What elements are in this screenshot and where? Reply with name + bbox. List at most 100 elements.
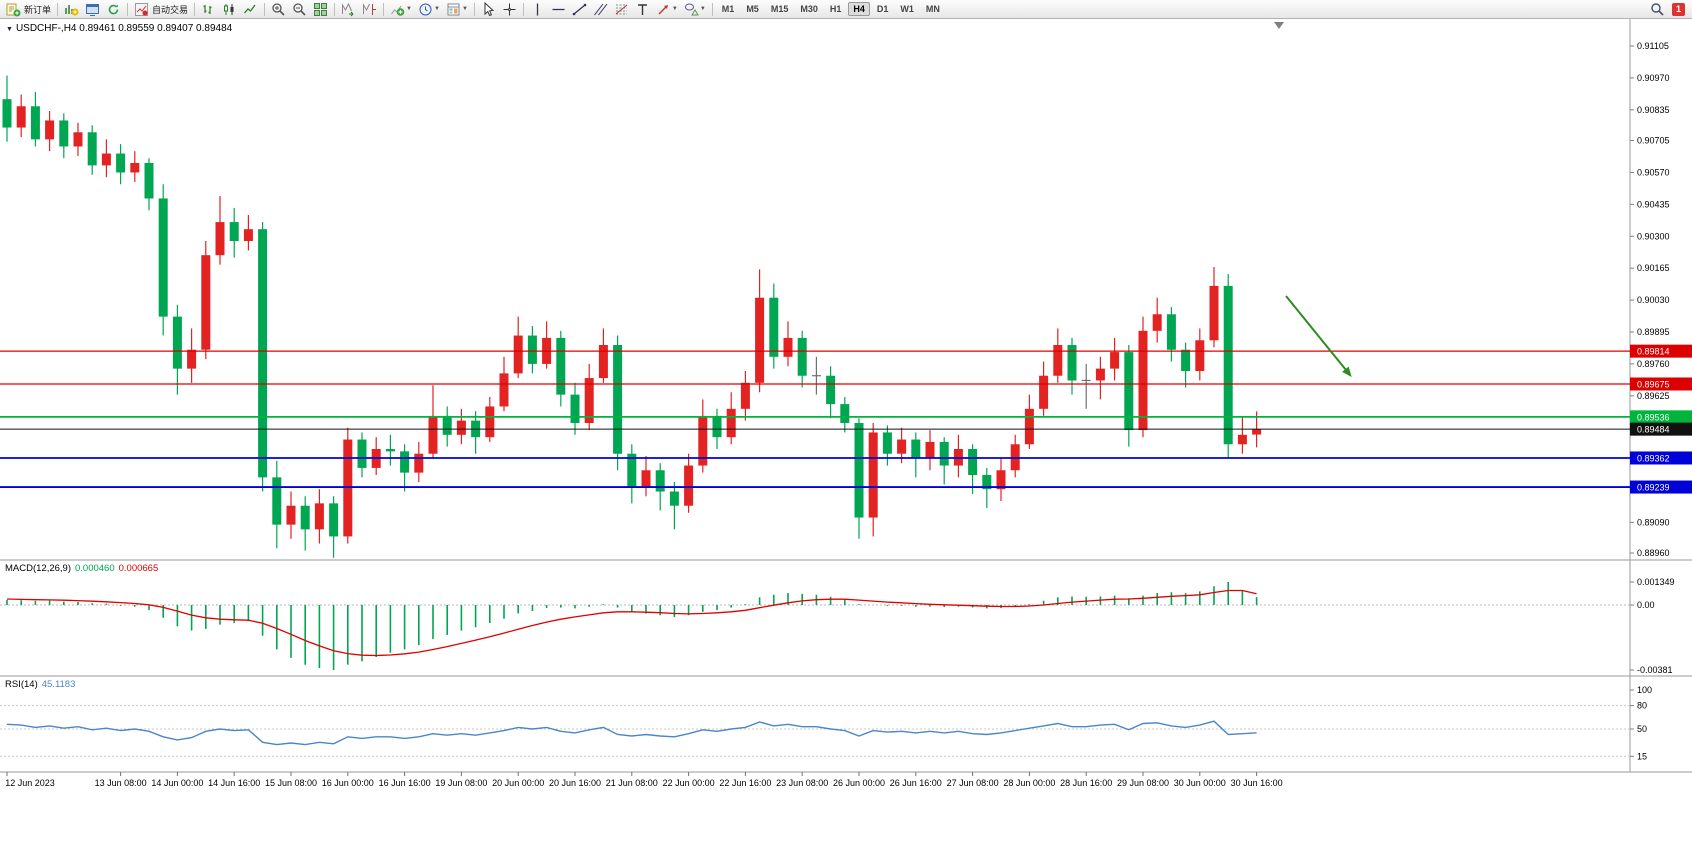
- timeframe-h1-button[interactable]: H1: [829, 4, 842, 14]
- candle: [627, 453, 637, 487]
- svg-text:0.90435: 0.90435: [1637, 199, 1670, 209]
- candle: [570, 394, 580, 423]
- candle: [144, 162, 154, 199]
- toolbar-separator: [264, 2, 266, 16]
- main-chart-plot[interactable]: [0, 22, 1630, 558]
- timeframe-m5-button[interactable]: M5: [746, 4, 759, 14]
- arrow-tool-icon[interactable]: ▼: [653, 1, 681, 18]
- candle: [215, 222, 225, 256]
- timeframe-h4-button[interactable]: H4: [848, 2, 870, 16]
- time-tick-label: 13 Jun 08:00: [95, 778, 147, 788]
- crosshair-icon[interactable]: [499, 1, 520, 18]
- candle: [897, 439, 907, 454]
- timeframe-w1-button[interactable]: W1: [900, 4, 914, 14]
- timeframe-mn-button[interactable]: MN: [925, 4, 940, 14]
- candle: [613, 344, 623, 454]
- candlestick-chart-icon[interactable]: [219, 1, 240, 18]
- text-tool-icon[interactable]: [632, 1, 653, 18]
- time-tick-label: 27 Jun 08:00: [947, 778, 999, 788]
- bar-chart-icon[interactable]: [198, 1, 219, 18]
- candle: [797, 337, 807, 376]
- candle: [1095, 368, 1105, 381]
- candle: [1237, 434, 1247, 445]
- price-level-label: [1630, 410, 1692, 424]
- candle: [116, 153, 126, 173]
- price-level-label: [1630, 422, 1692, 436]
- svg-text:0.00: 0.00: [1637, 600, 1655, 610]
- candle: [712, 415, 722, 438]
- periods-icon[interactable]: ▼: [415, 1, 443, 18]
- dropdown-caret-icon: ▼: [433, 6, 440, 12]
- dropdown-caret-icon: ▼: [699, 6, 706, 12]
- candle: [584, 378, 594, 423]
- time-axis[interactable]: 12 Jun 2023 13 Jun 08:00 14 Jun 00:00 14 Ju…: [5, 772, 1283, 788]
- trendline-tool-icon[interactable]: [569, 1, 590, 18]
- search-icon[interactable]: [1647, 1, 1668, 18]
- time-tick-label: 22 Jun 00:00: [663, 778, 715, 788]
- timeframe-m30-button[interactable]: M30: [800, 4, 818, 14]
- candle: [357, 439, 367, 468]
- candle: [229, 222, 239, 241]
- candle: [1124, 352, 1134, 431]
- indicators-icon[interactable]: ▼: [387, 1, 415, 18]
- price-axis[interactable]: 0.91105 0.90970 0.90835 0.90705 0.90570 0.904…: [1630, 41, 1692, 558]
- svg-text:0.91105: 0.91105: [1637, 41, 1669, 51]
- candle: [641, 470, 651, 487]
- candle: [73, 132, 83, 147]
- candle: [187, 349, 197, 369]
- candle: [1195, 340, 1205, 371]
- candle: [598, 344, 608, 379]
- candle: [59, 120, 69, 147]
- chart-shift-icon[interactable]: [359, 1, 380, 18]
- new-order-button[interactable]: 新订单: [3, 1, 54, 18]
- timeframe-m1-button[interactable]: M1: [721, 4, 735, 14]
- time-tick-label: 16 Jun 00:00: [322, 778, 374, 788]
- svg-text:50: 50: [1637, 724, 1647, 734]
- svg-text:0.90030: 0.90030: [1637, 295, 1670, 305]
- line-chart-icon[interactable]: [240, 1, 261, 18]
- candle: [400, 451, 410, 473]
- rsi-line: [6, 720, 1257, 746]
- candle: [556, 337, 566, 395]
- candle: [669, 491, 679, 506]
- cursor-icon[interactable]: [478, 1, 499, 18]
- svg-text:0.88960: 0.88960: [1637, 548, 1670, 558]
- templates-icon[interactable]: ▼: [443, 1, 471, 18]
- candle: [243, 229, 253, 241]
- refresh-icon[interactable]: [103, 1, 124, 18]
- candle: [911, 439, 921, 459]
- horizontal-line-tool-icon[interactable]: [548, 1, 569, 18]
- candle: [258, 229, 268, 478]
- svg-text:0.89675: 0.89675: [1637, 379, 1670, 389]
- new-order-label: 新订单: [24, 4, 52, 15]
- svg-text:0.89536: 0.89536: [1637, 412, 1670, 422]
- vertical-line-tool-icon[interactable]: [527, 1, 548, 18]
- zoom-in-icon[interactable]: [268, 1, 289, 18]
- timeframe-m15-button[interactable]: M15: [770, 4, 789, 14]
- auto-trading-label: 自动交易: [152, 4, 189, 15]
- fibonacci-tool-icon[interactable]: [611, 1, 632, 18]
- candle: [30, 106, 40, 140]
- svg-text:0.89625: 0.89625: [1637, 391, 1670, 401]
- time-tick-label: 29 Jun 08:00: [1117, 778, 1169, 788]
- notification-badge[interactable]: 1: [1672, 2, 1685, 16]
- profiles-icon[interactable]: [82, 1, 103, 18]
- candle: [1166, 314, 1176, 350]
- time-tick-label: 22 Jun 16:00: [719, 778, 771, 788]
- auto-trading-button[interactable]: 自动交易: [131, 1, 191, 18]
- channel-tool-icon[interactable]: [590, 1, 611, 18]
- candle: [158, 198, 168, 317]
- candle: [300, 505, 310, 530]
- shapes-tool-icon[interactable]: ▼: [681, 1, 709, 18]
- candle: [499, 373, 509, 407]
- rsi-panel[interactable]: 100 80 50 15: [0, 685, 1652, 761]
- price-level-label: [1630, 451, 1692, 465]
- auto-scroll-icon[interactable]: [338, 1, 359, 18]
- macd-panel[interactable]: 0.001349 0.00 -0.00381: [0, 577, 1675, 675]
- tile-windows-icon[interactable]: [310, 1, 331, 18]
- zoom-out-icon[interactable]: [289, 1, 310, 18]
- svg-text:100: 100: [1637, 685, 1652, 695]
- new-chart-icon[interactable]: [61, 1, 82, 18]
- timeframe-d1-button[interactable]: D1: [876, 4, 889, 14]
